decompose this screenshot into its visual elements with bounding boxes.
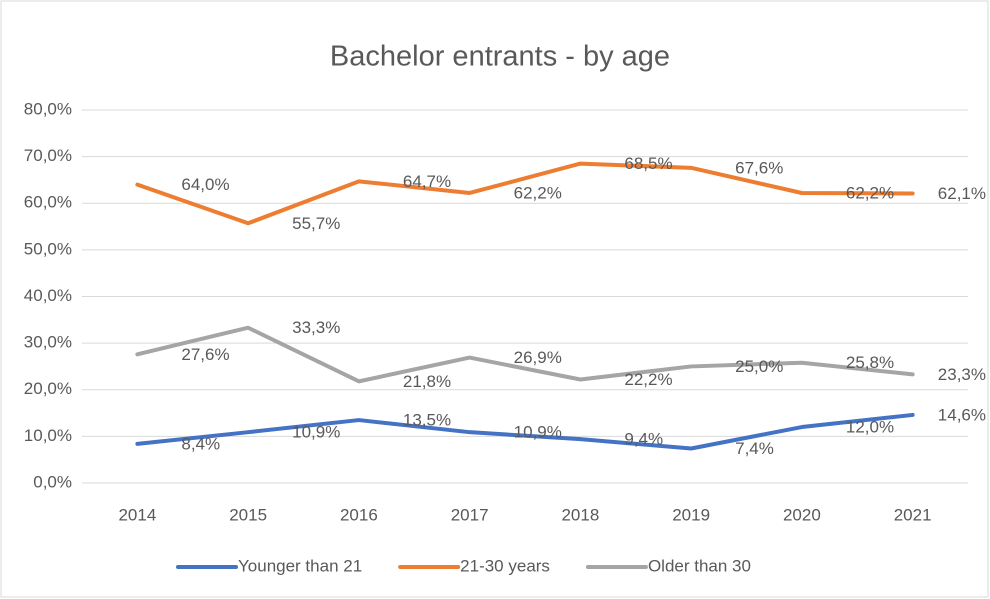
data-label: 7,4% [735, 439, 774, 458]
data-label: 25,8% [846, 353, 894, 372]
data-label: 21,8% [403, 372, 451, 391]
x-tick-label: 2018 [561, 505, 599, 524]
x-tick-label: 2019 [672, 505, 710, 524]
y-tick-label: 80,0% [24, 99, 72, 118]
data-label: 25,0% [735, 357, 783, 376]
data-label: 62,2% [514, 183, 562, 202]
data-label: 12,0% [846, 418, 894, 437]
y-tick-label: 30,0% [24, 333, 72, 352]
data-label: 10,9% [292, 423, 340, 442]
legend-label: Younger than 21 [238, 556, 362, 575]
data-label: 64,7% [403, 172, 451, 191]
x-tick-label: 2016 [340, 505, 378, 524]
y-tick-label: 0,0% [33, 472, 72, 491]
x-tick-label: 2020 [783, 505, 821, 524]
data-label: 62,2% [846, 183, 894, 202]
data-label: 23,3% [938, 365, 986, 384]
data-label: 9,4% [624, 430, 663, 449]
data-label: 10,9% [514, 423, 562, 442]
data-label: 27,6% [181, 345, 229, 364]
y-tick-label: 70,0% [24, 146, 72, 165]
x-tick-label: 2021 [894, 505, 932, 524]
x-tick-label: 2015 [229, 505, 267, 524]
data-label: 14,6% [938, 405, 986, 424]
x-tick-label: 2014 [118, 505, 156, 524]
y-tick-label: 60,0% [24, 193, 72, 212]
data-label: 33,3% [292, 318, 340, 337]
x-tick-label: 2017 [451, 505, 489, 524]
legend-label: 21-30 years [460, 556, 550, 575]
data-label: 8,4% [181, 434, 220, 453]
y-tick-label: 40,0% [24, 286, 72, 305]
data-label: 13,5% [403, 411, 451, 430]
legend-label: Older than 30 [648, 556, 751, 575]
data-label: 62,1% [938, 184, 986, 203]
y-tick-label: 10,0% [24, 426, 72, 445]
data-label: 22,2% [624, 370, 672, 389]
data-label: 26,9% [514, 348, 562, 367]
y-tick-label: 50,0% [24, 239, 72, 258]
series-line [135, 412, 915, 451]
chart-title: Bachelor entrants - by age [330, 41, 670, 73]
series-line [135, 325, 915, 384]
data-label: 64,0% [181, 175, 229, 194]
data-label: 55,7% [292, 214, 340, 233]
series-line [135, 161, 915, 226]
y-tick-label: 20,0% [24, 379, 72, 398]
data-label: 68,5% [624, 154, 672, 173]
data-label: 67,6% [735, 158, 783, 177]
